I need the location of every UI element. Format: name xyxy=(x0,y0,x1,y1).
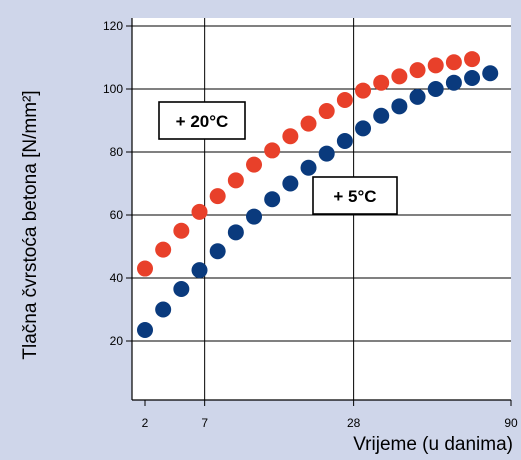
legend-20c: + 20°C xyxy=(158,101,246,140)
data-point xyxy=(391,98,408,115)
y-tick-labels: 20 40 60 80 100 120 xyxy=(103,19,123,348)
y-tick-label: 40 xyxy=(110,271,124,285)
data-point xyxy=(445,74,462,91)
data-point xyxy=(191,262,208,279)
data-point xyxy=(391,68,408,85)
data-point xyxy=(246,208,263,225)
data-point xyxy=(227,224,244,241)
data-point xyxy=(409,62,426,79)
y-axis-title: Tlačna čvrstoća betona [N/mm²] xyxy=(20,90,41,359)
x-tick-label: 90 xyxy=(504,416,518,430)
legend-5c-box xyxy=(312,176,398,215)
data-point xyxy=(373,74,390,91)
data-point xyxy=(191,203,208,220)
data-point xyxy=(336,92,353,109)
data-point xyxy=(355,82,372,99)
x-axis-title: Vrijeme (u danima) xyxy=(353,434,513,455)
x-tick-labels: 2 7 28 90 xyxy=(142,416,518,430)
data-point xyxy=(227,172,244,189)
x-tick-label: 7 xyxy=(201,416,208,430)
data-point xyxy=(318,145,335,162)
data-point xyxy=(300,115,317,132)
data-point xyxy=(137,260,153,277)
data-point xyxy=(445,54,462,71)
data-point xyxy=(427,57,444,74)
legend-5c: + 5°C xyxy=(312,176,398,215)
data-point xyxy=(282,175,299,192)
data-point xyxy=(155,241,172,258)
legend-20c-box xyxy=(158,101,246,140)
data-point xyxy=(173,222,190,239)
y-tick-label: 20 xyxy=(110,334,124,348)
axes xyxy=(126,18,512,406)
data-point xyxy=(336,132,353,149)
data-point xyxy=(355,120,372,137)
x-tick-label: 2 xyxy=(142,416,149,430)
data-point xyxy=(137,321,153,338)
y-tick-label: 60 xyxy=(110,208,124,222)
data-point xyxy=(373,107,390,124)
data-point xyxy=(209,188,226,205)
series-0 xyxy=(137,51,481,277)
series-1 xyxy=(137,65,499,338)
data-point xyxy=(282,128,299,145)
data-point xyxy=(300,159,317,176)
y-tick-label: 100 xyxy=(103,82,123,96)
data-point xyxy=(264,191,281,208)
data-point xyxy=(409,88,426,105)
y-tick-label: 120 xyxy=(103,19,123,33)
legend-5c-label: + 5°C xyxy=(333,187,376,206)
data-points xyxy=(137,51,499,338)
data-point xyxy=(464,51,481,68)
y-tick-label: 80 xyxy=(110,145,124,159)
data-point xyxy=(464,69,481,86)
data-point xyxy=(155,301,172,318)
data-point xyxy=(173,281,190,298)
data-point xyxy=(482,65,499,82)
data-point xyxy=(318,103,335,120)
data-point xyxy=(427,81,444,97)
data-point xyxy=(209,243,226,260)
x-tick-label: 28 xyxy=(347,416,361,430)
legend-20c-label: + 20°C xyxy=(176,112,229,131)
data-point xyxy=(264,142,281,159)
data-point xyxy=(246,156,263,173)
